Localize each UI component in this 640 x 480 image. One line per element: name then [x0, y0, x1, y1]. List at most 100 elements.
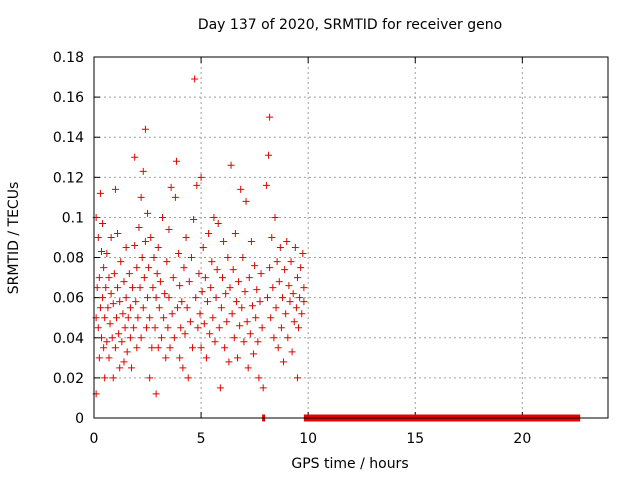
- data-point: [297, 264, 305, 272]
- data-point: [258, 324, 266, 332]
- data-point: [231, 229, 239, 237]
- data-point: [140, 274, 148, 282]
- data-point: [292, 304, 300, 312]
- data-point: [112, 314, 120, 322]
- data-point: [144, 209, 152, 217]
- data-point: [142, 324, 150, 332]
- data-point: [95, 274, 103, 282]
- data-point: [146, 374, 154, 382]
- y-tick-label: 0.18: [53, 50, 84, 66]
- data-point: [254, 338, 262, 346]
- axis-ticks: 0 0.02 0.04 0.06 0.08 0.1 0.12 0.14 0.16 0.18 0 5 10…: [53, 50, 608, 447]
- data-point: [109, 300, 117, 308]
- data-point: [111, 185, 119, 193]
- data-point: [151, 324, 159, 332]
- data-point: [270, 334, 278, 342]
- data-point: [100, 264, 108, 272]
- data-point: [115, 330, 123, 338]
- data-point: [286, 298, 294, 306]
- data-point: [240, 338, 248, 346]
- data-point: [111, 344, 119, 352]
- data-point: [137, 193, 145, 201]
- data-point: [156, 278, 164, 286]
- data-point: [253, 286, 261, 294]
- data-point: [126, 304, 134, 312]
- data-point: [172, 157, 180, 165]
- data-point: [133, 344, 141, 352]
- data-point: [244, 364, 252, 372]
- data-point: [262, 181, 270, 189]
- data-point: [233, 354, 241, 362]
- data-point: [154, 344, 162, 352]
- data-point: [212, 294, 220, 302]
- data-point: [197, 173, 205, 181]
- data-point: [122, 244, 130, 252]
- data-point: [232, 298, 240, 306]
- data-point: [131, 153, 139, 161]
- data-point: [160, 314, 168, 322]
- y-tick-label: 0: [75, 411, 84, 427]
- data-point: [100, 344, 108, 352]
- data-point: [225, 358, 233, 366]
- data-point: [268, 234, 276, 241]
- data-point: [227, 161, 235, 169]
- data-point: [141, 238, 149, 246]
- data-point: [183, 304, 191, 312]
- data-point: [291, 244, 299, 252]
- data-point: [106, 320, 114, 328]
- data-point: [237, 185, 245, 193]
- data-point: [192, 294, 200, 302]
- y-tick-label: 0.04: [53, 331, 84, 347]
- data-point: [245, 274, 253, 282]
- data-point: [248, 302, 256, 310]
- data-point: [120, 358, 128, 366]
- data-point: [275, 278, 283, 286]
- data-point: [220, 238, 228, 246]
- data-point: [147, 234, 155, 241]
- data-point: [139, 167, 147, 175]
- data-point: [195, 270, 203, 278]
- data-point: [105, 354, 113, 362]
- data-point: [293, 274, 301, 282]
- data-point: [293, 374, 301, 382]
- data-point: [176, 354, 184, 362]
- data-point: [146, 314, 154, 322]
- data-point: [96, 189, 104, 197]
- data-point: [190, 215, 198, 223]
- data-point: [223, 318, 231, 326]
- data-point: [200, 320, 208, 328]
- data-point: [122, 294, 130, 302]
- data-point: [228, 310, 236, 318]
- x-tick-label: 0: [90, 431, 99, 447]
- data-point: [107, 290, 115, 298]
- data-point: [109, 374, 117, 382]
- data-point: [224, 254, 232, 262]
- data-point: [153, 270, 161, 278]
- data-point: [163, 258, 171, 266]
- data-point: [269, 284, 277, 292]
- data-point: [178, 298, 186, 306]
- data-point: [189, 344, 197, 352]
- data-point: [300, 284, 308, 292]
- data-point: [265, 151, 273, 159]
- data-point: [273, 258, 281, 266]
- y-tick-label: 0.1: [62, 210, 84, 226]
- data-point: [114, 229, 122, 237]
- data-point: [229, 266, 237, 274]
- data-point: [102, 284, 110, 292]
- data-point: [196, 310, 204, 318]
- y-tick-label: 0.06: [53, 291, 84, 307]
- data-point: [276, 244, 284, 252]
- data-point: [95, 354, 103, 362]
- data-point: [119, 310, 127, 318]
- data-point: [208, 258, 216, 266]
- data-point: [287, 258, 295, 266]
- data-point: [130, 324, 138, 332]
- data-point: [171, 193, 179, 201]
- data-point: [251, 262, 259, 270]
- data-point: [121, 324, 129, 332]
- data-point: [127, 364, 135, 372]
- data-point: [241, 288, 249, 296]
- data-point: [274, 344, 282, 352]
- data-point: [300, 298, 308, 306]
